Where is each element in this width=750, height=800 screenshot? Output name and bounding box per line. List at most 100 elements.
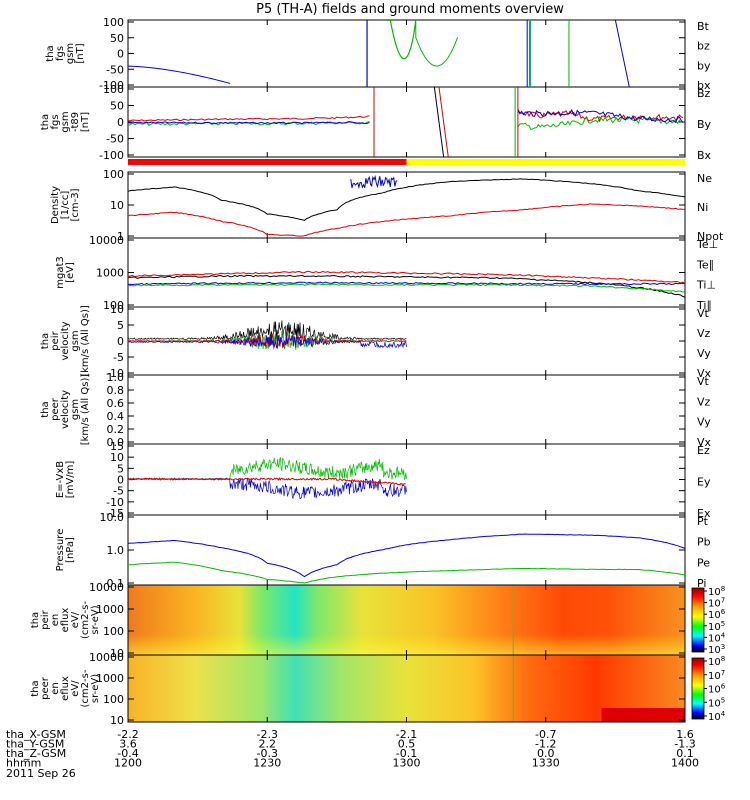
ylabel-line: tha [40,333,51,349]
ytick-label: 10 [110,451,124,464]
footer-time-value: 1300 [393,757,421,770]
ytick-label: 0 [117,48,124,61]
footer-label: tha_Z-GSM [6,747,66,760]
legend-Bx: Bx [697,149,712,162]
ytick-label: 100 [103,625,124,638]
trace-Te⊥ [128,270,685,284]
peir-velocity-traces [128,320,407,351]
legend-Te∥: Te∥ [696,258,714,271]
ytick-label: -15 [106,507,124,520]
colorbar-label-exponent: 7 [721,597,725,605]
legend-Pt: Pt [697,515,709,528]
panel-peer_velocity: 1.00.80.60.40.20.0 tha peer velocity gsm [km/… [40,371,712,449]
ylabel-line: tha [30,680,41,696]
ytick-label: 0.2 [107,423,125,436]
panel-frame [127,374,686,445]
legend-By: By [697,118,712,131]
ylabel-line: peer [40,676,51,700]
legend-Ez: Ez [697,444,710,457]
ytick-label: 1000 [96,267,124,280]
ylabel-line: E=-VxB [55,461,66,498]
legend-bx: bx [697,79,711,92]
footer-value: 2.2 [259,738,277,751]
ylabel-line: fgs [50,114,61,129]
colorbar-label-exponent: 5 [721,696,725,704]
ylabel-line: fgs [55,46,66,61]
legend-Pb: Pb [697,536,711,549]
ytick-label: 10000 [89,581,124,594]
efield-traces [128,456,407,500]
legend-Ti∥: Ti∥ [696,299,712,312]
ytick-label: 0.1 [107,577,125,590]
ytick-label: 10 [110,199,124,212]
trace-velocity-0 [128,320,407,341]
ytick-label: 0 [117,116,124,129]
ylabel-line: [km/s (All Qs)] [80,374,91,446]
trace-Pi [128,533,685,578]
ylabel-line: gsm [60,111,71,132]
footer-value: -0.3 [257,747,278,760]
legend-Vz: Vz [697,327,711,340]
colorbar-label-exponent: 4 [721,631,726,639]
ylabel-line: [mV/m] [65,461,76,499]
footer-time-value: 1200 [114,757,142,770]
ylabel-line: eV/ [70,611,81,628]
trace-Ez [128,477,406,486]
ylabel-line: gsm [65,43,76,64]
ylabel-line: gsm [70,399,81,420]
colorbar [691,587,705,653]
region-bar-yellow [406,159,685,165]
ytick-label: 10 [110,647,124,660]
ylabel-line: Pressure [55,529,66,572]
region-bar [128,159,685,165]
fgm-traces [128,87,684,157]
ytick-label: 5 [117,462,124,475]
footer-label: tha_Y-GSM [6,738,64,751]
trace-Bx-pre [128,121,370,125]
ytick-label: 100 [103,83,124,96]
ylabel-line: -t89 [70,112,81,132]
ytick-label: 0.0 [107,436,125,449]
panel-frame [127,86,686,158]
colorbar [691,657,705,720]
ytick-label: 100 [103,168,124,181]
ylabel-line: velocity [60,321,71,360]
legend-Ey: Ey [697,476,711,489]
legend-Vt: Vt [697,307,710,320]
trace-By-post [517,116,684,131]
ylabel-line: peer [50,397,61,421]
trace-velocity-3 [128,334,407,350]
ylabel-line: en [50,614,61,627]
colorbar-label-exponent: 6 [721,683,726,691]
trace-efield-1 [128,477,407,500]
ylabel-line: (cm2-s- [80,669,91,707]
legend-Ti⊥: Ti⊥ [696,279,716,292]
spectrogram-peer_eflux [128,655,685,722]
ylabel-line: (cm2-s- [80,601,91,639]
ylabel-line: [1/cc] [60,191,71,220]
ylabel-line: [cm-3] [70,188,81,221]
ylabel-line: peir [50,330,61,350]
footer-time-value: 1400 [671,757,699,770]
trace-Bz-pre [128,115,370,122]
legend-Pe: Pe [697,556,710,569]
ytick-label: -100 [99,79,124,92]
footer-time-value: 1230 [253,757,281,770]
ytick-label: 10000 [89,234,124,247]
ytick-label: 10.0 [100,511,125,524]
footer-value: -0.1 [396,747,417,760]
footer-value: 3.6 [119,738,137,751]
footer-value: -1.3 [674,738,695,751]
colorbar-label-exponent: 3 [721,643,725,651]
ytick-label: 15 [110,440,124,453]
panel-frame [127,19,686,88]
temperature-traces [128,270,685,298]
footer-value: 0.1 [676,747,694,760]
colorbar-label: 108 [708,655,725,668]
spectrogram-hot-band [601,708,685,722]
ylabel-line: sr-eV) [90,674,101,703]
ytick-label: -5 [113,351,124,364]
ylabel-line: Density [50,186,61,224]
